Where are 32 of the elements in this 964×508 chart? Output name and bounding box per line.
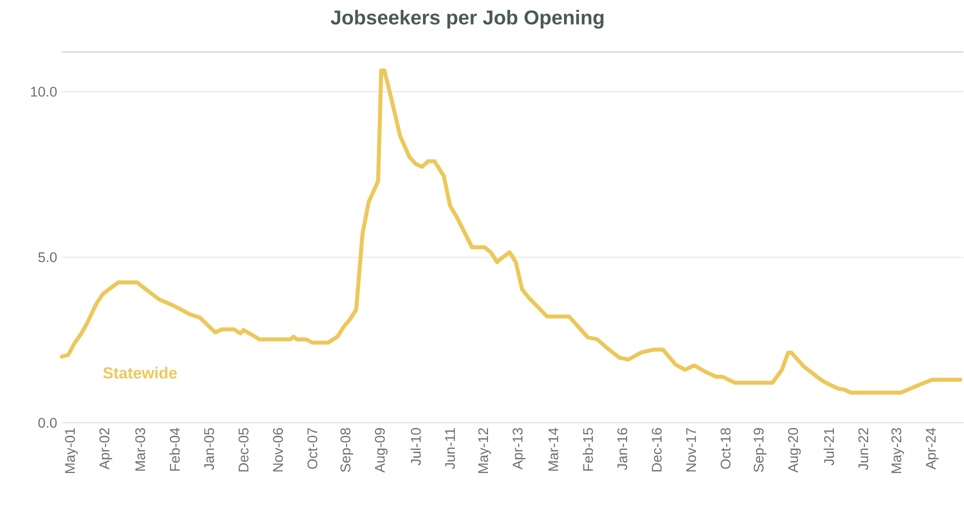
x-tick-label: Jan-16 xyxy=(617,428,628,470)
x-tick-label: Apr-24 xyxy=(926,428,939,470)
y-tick-label: 0.0 xyxy=(38,418,57,428)
x-tick-label: Jun-11 xyxy=(445,428,456,470)
x-tick-label: Jul-10 xyxy=(410,428,421,466)
x-tick-label: Oct-18 xyxy=(720,428,731,469)
x-tick-label: May-23 xyxy=(891,428,904,474)
x-tick-label: Jan-05 xyxy=(204,428,214,470)
x-tick-label: Nov-17 xyxy=(686,428,696,472)
x-tick-label: May-12 xyxy=(478,428,491,474)
x-tick-label: Apr-02 xyxy=(99,428,112,470)
x-tick-label: Mar-14 xyxy=(548,428,558,471)
x-tick-label: May-01 xyxy=(65,428,78,474)
x-tick-label: Apr-13 xyxy=(512,428,526,470)
x-tick-label: Feb-15 xyxy=(582,428,593,471)
x-tick-label: Dec-16 xyxy=(652,428,662,472)
y-tick-label: 5.0 xyxy=(38,252,57,262)
x-tick-label: Sep-08 xyxy=(340,428,354,472)
x-tick-label: Aug-09 xyxy=(374,428,388,473)
x-tick-label: Mar-03 xyxy=(135,428,146,471)
x-tick-label: Dec-05 xyxy=(238,428,248,472)
x-tick-label: Jun-22 xyxy=(858,428,868,470)
line-series xyxy=(60,68,962,395)
chart-title: Jobseekers per Job Opening xyxy=(330,10,604,29)
x-tick-label: Jul-21 xyxy=(824,428,834,466)
x-tick-label: Aug-20 xyxy=(788,428,801,473)
x-tick-label: Feb-04 xyxy=(170,428,180,471)
y-tick-label: 10.0 xyxy=(31,86,57,97)
x-tick-label: Oct-07 xyxy=(307,428,318,469)
x-tick-label: Nov-06 xyxy=(273,428,283,472)
x-tick-label: Sep-19 xyxy=(754,428,766,472)
text: Statewide xyxy=(103,366,177,379)
